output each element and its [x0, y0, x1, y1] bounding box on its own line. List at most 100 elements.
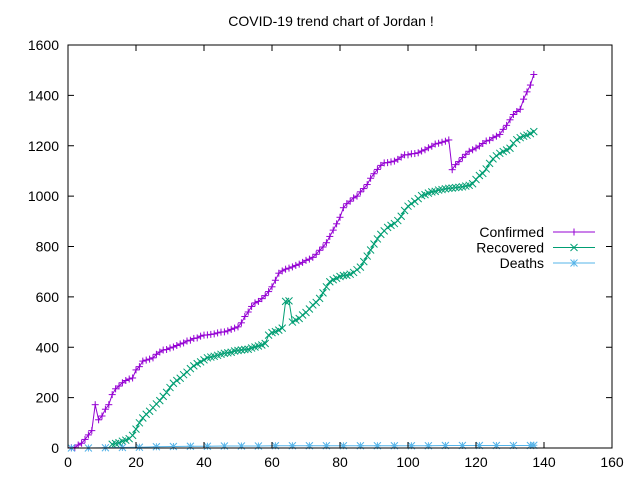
point-recovered	[444, 184, 453, 193]
point-recovered	[356, 263, 365, 272]
point-recovered	[485, 159, 494, 168]
point-confirmed	[319, 243, 327, 251]
point-recovered	[278, 324, 287, 332]
x-tick-label: 100	[396, 454, 420, 470]
point-confirmed	[105, 401, 113, 409]
point-confirmed	[455, 158, 463, 166]
legend-marker-deaths	[570, 259, 578, 267]
point-confirmed	[251, 299, 259, 307]
point-recovered	[274, 326, 283, 334]
point-recovered	[359, 257, 368, 266]
point-confirmed	[149, 354, 157, 362]
point-confirmed	[142, 356, 150, 364]
point-confirmed	[282, 265, 290, 273]
point-recovered	[434, 186, 443, 194]
point-confirmed	[135, 363, 143, 371]
point-deaths	[152, 442, 161, 451]
point-confirmed	[159, 346, 167, 354]
point-confirmed	[435, 139, 443, 147]
point-confirmed	[237, 319, 245, 327]
point-recovered	[397, 212, 406, 221]
legend-label-recovered: Recovered	[476, 240, 544, 256]
point-confirmed	[78, 439, 86, 447]
point-recovered	[162, 388, 171, 397]
y-tick-label: 1600	[28, 37, 59, 53]
point-confirmed	[414, 149, 422, 157]
point-confirmed	[95, 416, 103, 424]
point-confirmed	[360, 185, 368, 193]
point-confirmed	[506, 116, 514, 124]
point-confirmed	[248, 302, 256, 310]
point-recovered	[370, 240, 378, 248]
point-confirmed	[452, 161, 460, 169]
point-confirmed	[489, 134, 497, 142]
point-confirmed	[465, 147, 473, 155]
series-line-recovered	[112, 131, 535, 445]
point-recovered	[492, 151, 501, 160]
point-confirmed	[173, 341, 181, 349]
point-confirmed	[292, 261, 300, 269]
point-confirmed	[101, 405, 109, 413]
point-confirmed	[227, 325, 235, 333]
x-tick-label: 0	[64, 454, 72, 470]
point-recovered	[363, 252, 372, 260]
point-recovered	[319, 288, 327, 297]
point-confirmed	[265, 288, 273, 296]
point-confirmed	[125, 375, 133, 383]
point-recovered	[315, 294, 324, 303]
point-confirmed	[509, 111, 517, 119]
point-confirmed	[469, 146, 477, 154]
point-confirmed	[373, 165, 381, 173]
point-confirmed	[98, 412, 106, 420]
point-confirmed	[438, 138, 446, 146]
point-confirmed	[492, 132, 500, 140]
point-deaths	[203, 442, 212, 451]
point-confirmed	[336, 213, 344, 221]
x-tick-label: 160	[600, 454, 624, 470]
point-confirmed	[244, 308, 252, 316]
point-confirmed	[258, 295, 266, 303]
point-confirmed	[441, 137, 449, 145]
point-confirmed	[305, 255, 313, 263]
point-recovered	[288, 318, 297, 326]
point-confirmed	[329, 226, 337, 234]
legend-marker-recovered	[570, 243, 578, 252]
point-confirmed	[288, 263, 296, 271]
x-tick-label: 80	[332, 454, 348, 470]
y-tick-label: 800	[36, 239, 60, 255]
point-confirmed	[312, 250, 320, 258]
point-confirmed	[302, 256, 310, 264]
y-tick-label: 1000	[28, 188, 59, 204]
point-recovered	[404, 202, 412, 211]
point-recovered	[166, 383, 174, 392]
point-confirmed	[363, 181, 371, 189]
point-recovered	[448, 184, 457, 192]
point-confirmed	[424, 144, 432, 152]
point-recovered	[325, 277, 334, 286]
point-confirmed	[108, 391, 116, 399]
x-tick-label: 20	[128, 454, 144, 470]
point-confirmed	[526, 81, 534, 89]
point-recovered	[128, 431, 137, 440]
point-confirmed	[129, 374, 137, 382]
point-recovered	[427, 187, 436, 196]
point-confirmed	[169, 343, 177, 351]
y-tick-label: 200	[36, 390, 60, 406]
point-recovered	[298, 311, 307, 319]
x-tick-label: 120	[464, 454, 488, 470]
point-recovered	[223, 348, 232, 357]
point-recovered	[529, 127, 538, 136]
point-confirmed	[261, 292, 269, 300]
point-recovered	[308, 301, 317, 309]
point-confirmed	[448, 166, 456, 174]
point-confirmed	[523, 88, 531, 96]
point-recovered	[189, 362, 198, 370]
x-tick-label: 40	[196, 454, 212, 470]
point-confirmed	[224, 327, 232, 335]
point-deaths	[118, 443, 127, 452]
point-confirmed	[462, 150, 470, 158]
point-confirmed	[384, 159, 392, 167]
x-tick-label: 60	[264, 454, 280, 470]
point-confirmed	[346, 197, 354, 205]
